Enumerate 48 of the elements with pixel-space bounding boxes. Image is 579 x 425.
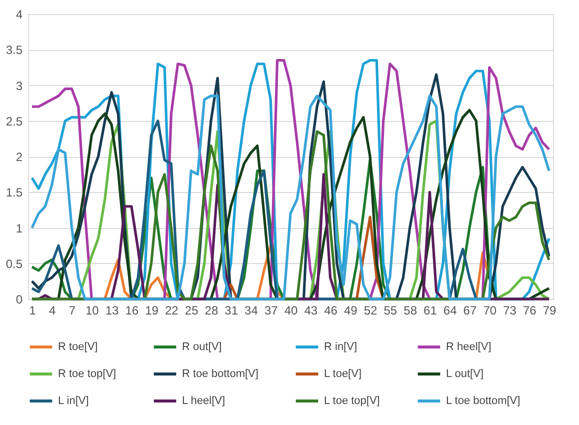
y-tick-label: 0 xyxy=(16,292,23,306)
x-tick-label: 10 xyxy=(85,304,100,318)
x-tick-label: 1 xyxy=(29,304,36,318)
legend-label: R in[V] xyxy=(324,341,358,353)
x-tick-label: 28 xyxy=(204,304,218,318)
x-tick-label: 4 xyxy=(49,304,56,318)
x-tick-label: 13 xyxy=(105,304,120,318)
x-tick-label: 46 xyxy=(324,304,338,318)
x-tick-label: 7 xyxy=(68,304,76,318)
x-tick-label: 25 xyxy=(184,304,199,318)
legend-label: R toe bottom[V] xyxy=(182,368,258,380)
y-tick-label: 2 xyxy=(16,150,23,164)
y-tick-label: 0.5 xyxy=(6,256,23,271)
y-tick-label: 4 xyxy=(16,8,23,22)
legend-label: L toe top[V] xyxy=(324,395,380,407)
x-tick-label: 64 xyxy=(443,304,458,318)
x-tick-label: 61 xyxy=(424,304,438,318)
y-tick-label: 1 xyxy=(16,221,23,236)
y-tick-label: 3 xyxy=(16,78,23,93)
legend-label: L out[V] xyxy=(446,368,484,380)
legend-label: L heel[V] xyxy=(182,395,226,407)
x-tick-label: 55 xyxy=(384,304,398,318)
x-tick-label: 19 xyxy=(145,304,159,318)
x-tick-label: 31 xyxy=(224,304,238,318)
legend-label: R heel[V] xyxy=(446,341,492,353)
legend-label: R toe[V] xyxy=(58,341,98,353)
x-tick-label: 73 xyxy=(503,304,517,318)
x-tick-label: 49 xyxy=(344,304,358,318)
x-tick-label: 43 xyxy=(304,304,318,318)
x-tick-label: 58 xyxy=(404,304,418,318)
x-tick-label: 22 xyxy=(165,304,179,318)
y-tick-label: 3.5 xyxy=(6,43,23,58)
legend-label: R toe top[V] xyxy=(58,368,116,380)
x-tick-label: 70 xyxy=(483,304,497,318)
x-tick-label: 37 xyxy=(264,304,278,318)
x-tick-label: 76 xyxy=(522,304,537,318)
x-tick-label: 16 xyxy=(125,304,139,318)
x-tick-label: 34 xyxy=(244,304,258,318)
x-tick-label: 40 xyxy=(284,304,298,318)
legend-label: L toe[V] xyxy=(324,368,362,380)
legend-label: L toe bottom[V] xyxy=(446,395,520,407)
x-tick-label: 67 xyxy=(463,304,477,318)
y-tick-label: 2.5 xyxy=(6,114,23,128)
x-tick-label: 79 xyxy=(542,304,557,318)
legend-label: L in[V] xyxy=(58,395,89,407)
x-tick-label: 52 xyxy=(364,304,378,318)
y-tick-label: 1.5 xyxy=(6,186,23,200)
legend-label: R out[V] xyxy=(182,341,222,353)
